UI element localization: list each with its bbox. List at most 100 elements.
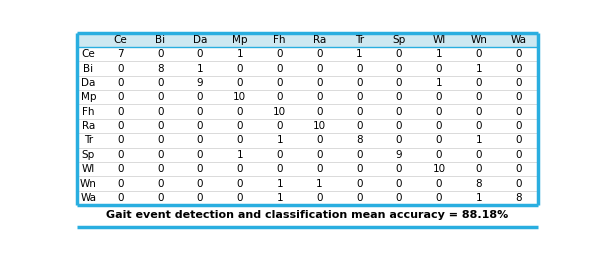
Bar bbox=[299, 148, 340, 162]
Text: 0: 0 bbox=[356, 121, 362, 131]
Text: 0: 0 bbox=[316, 164, 323, 174]
Text: 0: 0 bbox=[396, 107, 403, 117]
Bar bbox=[299, 119, 340, 133]
Bar bbox=[459, 148, 499, 162]
Bar bbox=[379, 33, 419, 47]
Text: 8: 8 bbox=[356, 135, 362, 145]
Bar bbox=[220, 191, 260, 205]
Bar bbox=[260, 162, 299, 176]
Text: 1: 1 bbox=[277, 135, 283, 145]
Text: 0: 0 bbox=[515, 164, 522, 174]
Bar bbox=[140, 104, 180, 119]
Bar bbox=[220, 33, 260, 47]
Text: 0: 0 bbox=[277, 49, 283, 59]
Bar bbox=[419, 90, 459, 104]
Text: 0: 0 bbox=[396, 178, 403, 189]
Text: 0: 0 bbox=[396, 121, 403, 131]
Text: 0: 0 bbox=[236, 193, 243, 203]
Bar bbox=[499, 133, 538, 148]
Text: 0: 0 bbox=[515, 135, 522, 145]
Text: 0: 0 bbox=[117, 150, 124, 160]
Text: Ce: Ce bbox=[82, 49, 95, 59]
Text: 0: 0 bbox=[316, 78, 323, 88]
Bar bbox=[379, 133, 419, 148]
Bar bbox=[100, 119, 140, 133]
Bar bbox=[299, 176, 340, 191]
Bar bbox=[100, 47, 140, 61]
Bar bbox=[77, 104, 100, 119]
Bar bbox=[499, 61, 538, 76]
Text: 0: 0 bbox=[117, 92, 124, 102]
Bar bbox=[419, 133, 459, 148]
Text: 0: 0 bbox=[475, 107, 482, 117]
Text: 0: 0 bbox=[356, 107, 362, 117]
Text: 1: 1 bbox=[277, 178, 283, 189]
Text: 0: 0 bbox=[197, 164, 203, 174]
Text: 0: 0 bbox=[396, 92, 403, 102]
Bar bbox=[459, 47, 499, 61]
Text: Ra: Ra bbox=[313, 35, 326, 45]
Text: 0: 0 bbox=[515, 150, 522, 160]
Text: 0: 0 bbox=[475, 121, 482, 131]
Text: Fh: Fh bbox=[82, 107, 95, 117]
Bar bbox=[379, 148, 419, 162]
Text: Bi: Bi bbox=[83, 63, 94, 74]
Text: Fh: Fh bbox=[274, 35, 286, 45]
Bar bbox=[260, 148, 299, 162]
Text: 0: 0 bbox=[157, 135, 163, 145]
Bar bbox=[77, 47, 100, 61]
Text: 0: 0 bbox=[356, 193, 362, 203]
Text: 0: 0 bbox=[356, 164, 362, 174]
Bar bbox=[100, 76, 140, 90]
Bar bbox=[140, 176, 180, 191]
Text: 1: 1 bbox=[236, 49, 243, 59]
Bar bbox=[419, 119, 459, 133]
Bar bbox=[379, 61, 419, 76]
Text: 0: 0 bbox=[197, 49, 203, 59]
Bar bbox=[100, 61, 140, 76]
Bar bbox=[100, 104, 140, 119]
Bar bbox=[260, 119, 299, 133]
Bar bbox=[379, 162, 419, 176]
Text: 1: 1 bbox=[236, 150, 243, 160]
Bar bbox=[419, 33, 459, 47]
Bar bbox=[459, 33, 499, 47]
Text: 8: 8 bbox=[475, 178, 482, 189]
Bar bbox=[419, 61, 459, 76]
Text: 10: 10 bbox=[233, 92, 247, 102]
Text: 1: 1 bbox=[277, 193, 283, 203]
Bar bbox=[180, 148, 220, 162]
Bar bbox=[180, 191, 220, 205]
Text: Sp: Sp bbox=[392, 35, 406, 45]
Bar bbox=[180, 176, 220, 191]
Bar bbox=[140, 133, 180, 148]
Bar bbox=[220, 162, 260, 176]
Text: 0: 0 bbox=[396, 63, 403, 74]
Bar bbox=[180, 76, 220, 90]
Text: 0: 0 bbox=[236, 135, 243, 145]
Bar bbox=[340, 104, 379, 119]
Text: 0: 0 bbox=[157, 164, 163, 174]
Text: 0: 0 bbox=[396, 135, 403, 145]
Text: 0: 0 bbox=[236, 78, 243, 88]
Bar bbox=[260, 33, 299, 47]
Bar bbox=[180, 61, 220, 76]
Bar bbox=[140, 90, 180, 104]
Text: 0: 0 bbox=[236, 107, 243, 117]
Text: 0: 0 bbox=[236, 63, 243, 74]
Bar bbox=[459, 162, 499, 176]
Text: 0: 0 bbox=[436, 107, 442, 117]
Text: 0: 0 bbox=[117, 78, 124, 88]
Bar bbox=[140, 148, 180, 162]
Text: 0: 0 bbox=[197, 193, 203, 203]
Bar bbox=[299, 90, 340, 104]
Text: 0: 0 bbox=[236, 178, 243, 189]
Bar bbox=[77, 133, 100, 148]
Text: Mp: Mp bbox=[81, 92, 96, 102]
Text: 0: 0 bbox=[117, 121, 124, 131]
Text: 0: 0 bbox=[316, 135, 323, 145]
Bar bbox=[77, 76, 100, 90]
Bar bbox=[180, 90, 220, 104]
Text: 0: 0 bbox=[157, 121, 163, 131]
Text: 0: 0 bbox=[475, 92, 482, 102]
